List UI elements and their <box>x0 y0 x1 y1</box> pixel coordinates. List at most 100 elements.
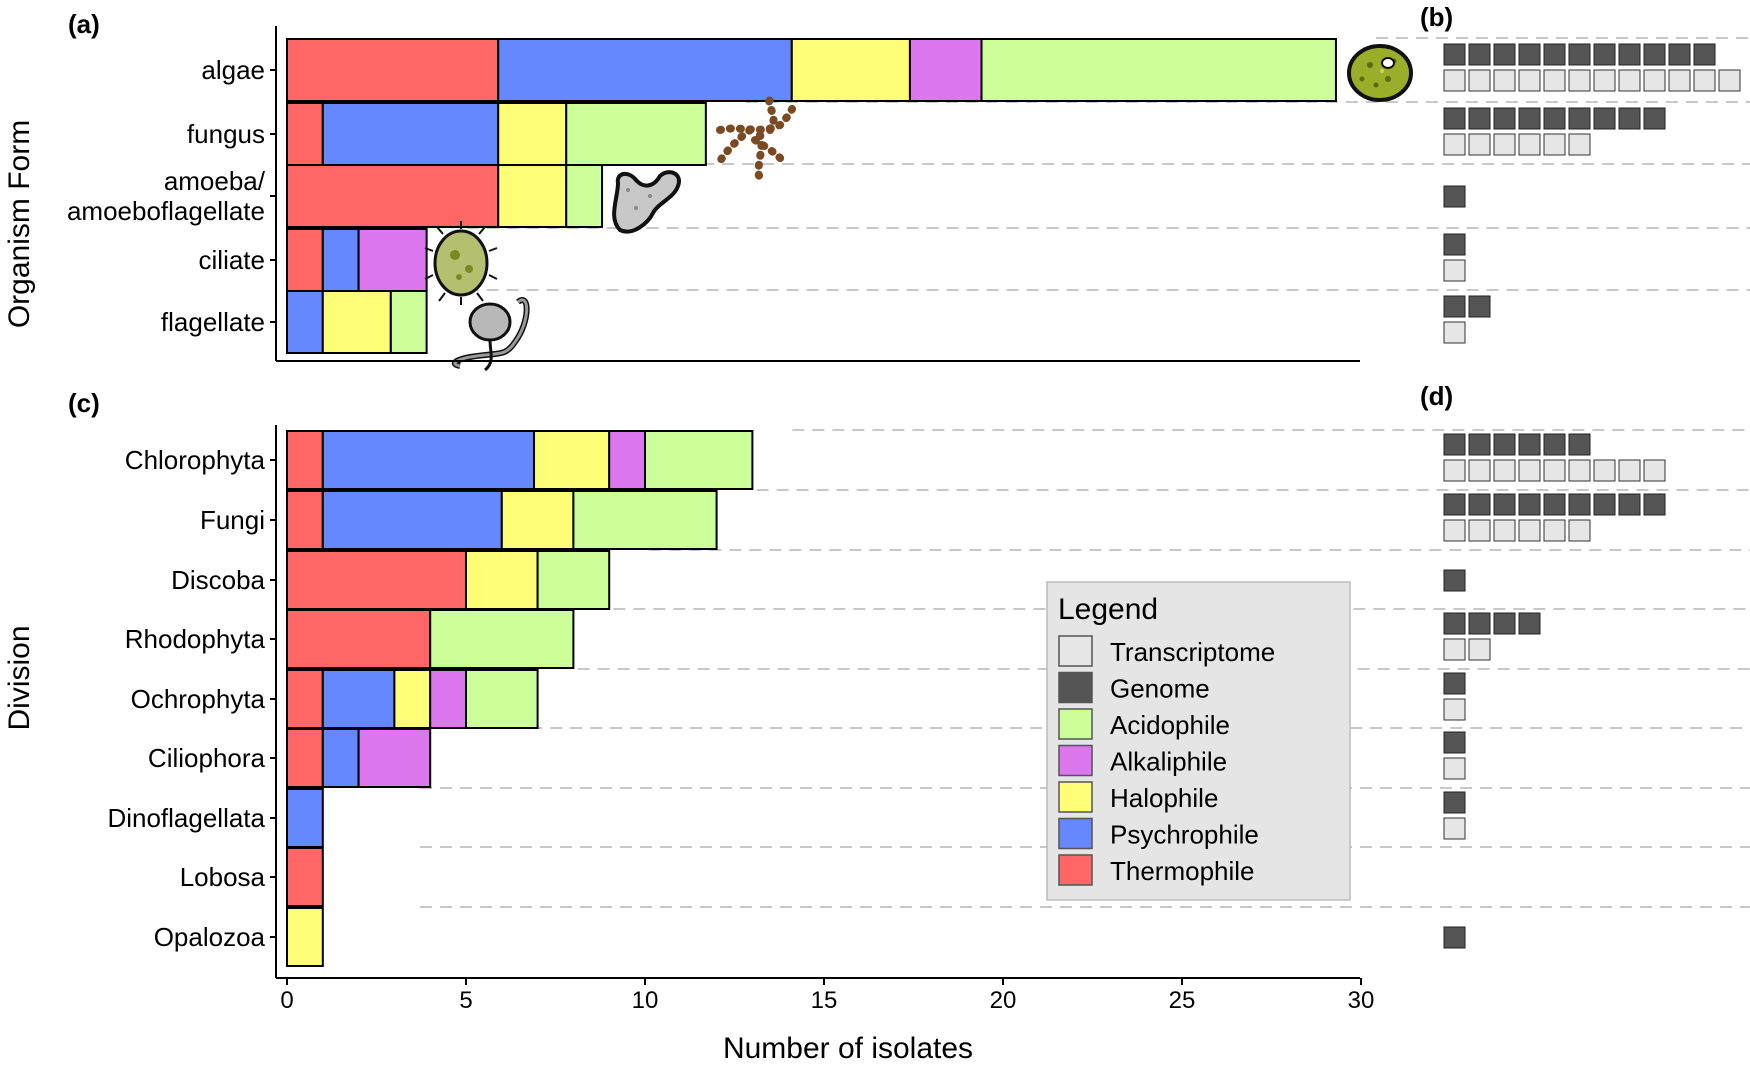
bar-segment-ciliate-alkaliphile <box>357 228 428 292</box>
bar-segment-fungi-psychrophile <box>321 490 503 550</box>
legend-label-thermophile: Thermophile <box>1110 856 1255 886</box>
category-label-ciliate: ciliate <box>199 245 265 275</box>
category-label-opalozoa: Opalozoa <box>154 922 266 952</box>
transcriptome-square-chlorophyta <box>1568 459 1591 482</box>
transcriptome-square-ciliophora <box>1443 757 1466 780</box>
genome-square-rhodophyta <box>1518 612 1541 635</box>
panel-a-organism-form-bars: algae fungus amoeba/amoeboflagellate ciliat… <box>67 38 1337 354</box>
transcriptome-square-ciliate <box>1443 259 1466 282</box>
transcriptome-square-fungus <box>1518 133 1541 156</box>
genome-square-rhodophyta <box>1443 612 1466 635</box>
bar-segment-flagellate-psychrophile <box>286 290 324 354</box>
transcriptome-square-algae <box>1693 69 1716 92</box>
bar-segment-algae-halophile <box>790 38 911 102</box>
transcriptome-square-algae <box>1718 69 1741 92</box>
transcriptome-square-algae <box>1618 69 1641 92</box>
genome-square-fungus <box>1593 107 1616 130</box>
genome-square-amoeba-amoeboflagellate <box>1443 185 1466 208</box>
bar-segment-ochrophyta-halophile <box>393 669 432 729</box>
x-tick-label: 0 <box>280 987 293 1014</box>
transcriptome-square-fungus <box>1443 133 1466 156</box>
panel-label-a: (a) <box>68 9 100 39</box>
bar-segment-amoeba-amoeboflagellate-thermophile <box>286 164 500 228</box>
genome-square-algae <box>1468 43 1491 66</box>
category-label-lobosa: Lobosa <box>180 862 266 892</box>
transcriptome-square-fungus <box>1468 133 1491 156</box>
transcriptome-square-rhodophyta <box>1443 638 1466 661</box>
genome-square-fungi <box>1443 493 1466 516</box>
x-tick-label: 15 <box>811 987 838 1014</box>
legend-label-acidophile: Acidophile <box>1110 710 1230 740</box>
bar-segment-chlorophyta-psychrophile <box>321 430 536 490</box>
transcriptome-square-fungi <box>1443 519 1466 542</box>
genome-square-chlorophyta <box>1543 433 1566 456</box>
genome-square-chlorophyta <box>1518 433 1541 456</box>
legend-label-halophile: Halophile <box>1110 783 1218 813</box>
genome-square-fungus <box>1468 107 1491 130</box>
legend-swatch-psychrophile <box>1058 817 1093 850</box>
category-label-fungus: fungus <box>187 119 265 149</box>
category-label-chlorophyta: Chlorophyta <box>125 445 266 475</box>
bar-segment-amoeba-amoeboflagellate-acidophile <box>565 164 604 228</box>
genome-square-algae <box>1443 43 1466 66</box>
transcriptome-square-ochrophyta <box>1443 698 1466 721</box>
transcriptome-square-chlorophyta <box>1468 459 1491 482</box>
transcriptome-square-algae <box>1593 69 1616 92</box>
bar-segment-ciliophora-alkaliphile <box>357 728 432 788</box>
x-tick-label: 20 <box>990 987 1017 1014</box>
y-axis-title-organism-form: Organism Form <box>3 120 36 328</box>
transcriptome-square-algae <box>1518 69 1541 92</box>
legend-swatch-alkaliphile <box>1058 744 1093 777</box>
panel-label-b: (b) <box>1420 2 1453 32</box>
transcriptome-square-algae <box>1643 69 1666 92</box>
x-axis-ticks: 0 5 10 15 20 25 30 <box>280 978 1374 1014</box>
transcriptome-square-chlorophyta <box>1543 459 1566 482</box>
legend-items: Transcriptome Genome Acidophile Alkaliphile… <box>1058 635 1275 886</box>
bar-segment-fungi-thermophile <box>286 490 324 550</box>
legend-box <box>1046 581 1351 901</box>
transcriptome-square-chlorophyta <box>1618 459 1641 482</box>
panel-label-d: (d) <box>1420 381 1453 411</box>
bar-segment-rhodophyta-acidophile <box>429 609 575 669</box>
genome-square-fungus <box>1543 107 1566 130</box>
genome-square-chlorophyta <box>1443 433 1466 456</box>
transcriptome-square-algae <box>1493 69 1516 92</box>
category-label-dinoflagellata: Dinoflagellata <box>107 803 265 833</box>
amoeba-icon <box>612 170 681 234</box>
transcriptome-square-chlorophyta <box>1443 459 1466 482</box>
transcriptome-square-chlorophyta <box>1493 459 1516 482</box>
bar-segment-ciliate-psychrophile <box>321 228 360 292</box>
bar-segment-fungus-psychrophile <box>321 102 500 166</box>
bar-segment-fungus-halophile <box>497 102 568 166</box>
genome-square-algae <box>1518 43 1541 66</box>
algae-cell-icon <box>1347 44 1413 102</box>
genome-square-discoba <box>1443 569 1466 592</box>
bar-segment-algae-thermophile <box>286 38 500 102</box>
genome-square-rhodophyta <box>1493 612 1516 635</box>
x-axis-title: Number of isolates <box>723 1032 973 1065</box>
legend-swatch-thermophile <box>1058 854 1093 886</box>
bar-segment-fungus-thermophile <box>286 102 324 166</box>
legend-swatch-transcriptome <box>1058 635 1093 667</box>
bar-segment-flagellate-halophile <box>321 290 392 354</box>
x-tick-label: 5 <box>459 987 472 1014</box>
category-label-discoba: Discoba <box>171 565 265 595</box>
legend-label-genome: Genome <box>1110 674 1210 704</box>
bar-segment-algae-acidophile <box>980 38 1337 102</box>
genome-square-fungus <box>1618 107 1641 130</box>
bar-segment-discoba-halophile <box>465 550 539 610</box>
legend-label-transcriptome: Transcriptome <box>1110 637 1275 667</box>
bar-segment-chlorophyta-alkaliphile <box>608 430 647 490</box>
genome-square-chlorophyta <box>1568 433 1591 456</box>
legend-swatch-halophile <box>1058 781 1093 813</box>
bar-segment-fungi-acidophile <box>572 490 718 550</box>
transcriptome-square-fungus <box>1568 133 1591 156</box>
panel-d-omics-squares <box>1443 433 1666 949</box>
transcriptome-square-rhodophyta <box>1468 638 1491 661</box>
genome-square-fungi <box>1643 493 1666 516</box>
transcriptome-square-algae <box>1568 69 1591 92</box>
transcriptome-square-fungi <box>1493 519 1516 542</box>
x-tick-label: 10 <box>632 987 659 1014</box>
genome-square-ciliophora <box>1443 731 1466 754</box>
